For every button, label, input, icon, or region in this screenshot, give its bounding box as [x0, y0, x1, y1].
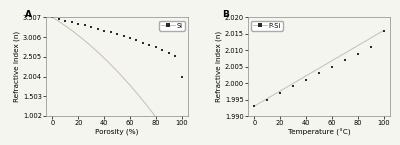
- Text: B: B: [222, 10, 229, 19]
- Point: [178, 76, 185, 78]
- Point: [316, 72, 322, 74]
- Point: [166, 52, 172, 54]
- Point: [277, 92, 283, 94]
- Point: [159, 49, 166, 51]
- Point: [172, 55, 178, 57]
- Point: [62, 19, 68, 22]
- Point: [251, 105, 258, 107]
- Point: [329, 66, 335, 68]
- Point: [56, 18, 62, 20]
- Point: [290, 85, 296, 88]
- Point: [342, 59, 348, 61]
- Point: [380, 29, 387, 32]
- Point: [82, 24, 88, 27]
- X-axis label: Porosity (%): Porosity (%): [95, 129, 139, 135]
- Point: [108, 31, 114, 34]
- Point: [140, 41, 146, 44]
- Point: [354, 52, 361, 55]
- Legend: P-Si: P-Si: [251, 21, 283, 31]
- Point: [133, 39, 140, 42]
- Y-axis label: Refractive Index (n): Refractive Index (n): [14, 31, 20, 102]
- Point: [101, 29, 107, 32]
- Point: [120, 35, 127, 37]
- Point: [153, 46, 159, 49]
- Y-axis label: Refractive Index (n): Refractive Index (n): [215, 31, 222, 102]
- Point: [94, 28, 101, 30]
- Point: [69, 21, 75, 23]
- Point: [127, 37, 133, 39]
- Text: A: A: [25, 10, 32, 19]
- Legend: Si: Si: [160, 21, 185, 31]
- Point: [49, 16, 56, 19]
- Point: [88, 26, 94, 28]
- X-axis label: Temperature (°C): Temperature (°C): [288, 129, 350, 136]
- Point: [264, 98, 270, 101]
- Point: [368, 46, 374, 48]
- Point: [75, 23, 82, 25]
- Point: [146, 44, 152, 46]
- Point: [303, 79, 309, 81]
- Point: [114, 33, 120, 36]
